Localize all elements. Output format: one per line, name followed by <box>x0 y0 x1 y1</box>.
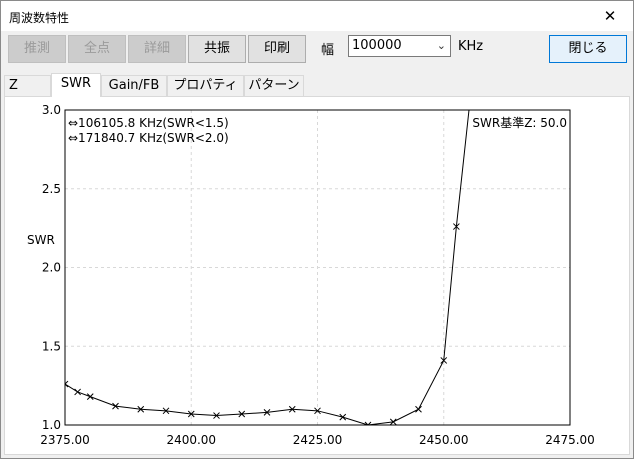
reference-impedance-note: SWR基準Z: 50.0 <box>472 115 567 130</box>
estimate-button[interactable]: 推測 <box>8 35 66 63</box>
data-point-marker <box>389 418 397 425</box>
data-point-marker <box>415 405 422 413</box>
y-tick-label: 1.5 <box>42 339 61 353</box>
data-point-marker <box>86 393 94 401</box>
x-tick-label: 2475.00 <box>545 433 595 447</box>
tab-properties[interactable]: プロパティ <box>167 75 244 96</box>
width-label: 幅 <box>321 43 335 58</box>
data-point-marker <box>187 410 195 418</box>
detail-button[interactable]: 詳細 <box>128 35 186 63</box>
data-point-marker <box>440 357 448 364</box>
swr-plot-panel: 2375.00 2400.00 2425.00 2450.00 2475.00 1.0 1.… <box>4 96 630 455</box>
swr-chart: 2375.00 2400.00 2425.00 2450.00 2475.00 1.0 1.… <box>27 103 595 447</box>
data-point-marker <box>314 407 321 415</box>
data-point-marker <box>453 223 460 230</box>
data-point-marker <box>162 407 170 415</box>
y-tick-label: 3.0 <box>42 103 61 117</box>
toolbar: 推測 全点 詳細 共振 印刷 <box>1 31 633 69</box>
data-point-marker <box>339 413 347 421</box>
close-icon[interactable]: ✕ <box>603 7 617 25</box>
x-tick-label: 2375.00 <box>40 433 90 447</box>
data-point-marker <box>65 380 69 388</box>
close-button[interactable]: 閉じる <box>549 35 627 63</box>
y-axis-label: SWR <box>27 233 55 247</box>
data-point-marker <box>112 402 119 410</box>
title-bar: 周波数特性 ✕ <box>1 1 633 31</box>
data-point-marker <box>74 388 81 396</box>
window-title: 周波数特性 <box>9 11 70 25</box>
x-tick-label: 2400.00 <box>166 433 216 447</box>
data-point-marker <box>364 421 372 425</box>
data-point-marker <box>137 405 145 413</box>
tab-z[interactable]: Z <box>4 75 51 96</box>
plot-frame <box>64 109 571 426</box>
data-point-marker <box>263 409 271 416</box>
data-point-marker <box>288 405 296 413</box>
tab-swr[interactable]: SWR <box>51 73 101 97</box>
x-tick-label: 2450.00 <box>419 433 469 447</box>
tab-pattern[interactable]: パターン <box>244 75 304 96</box>
chevron-down-icon: ⌄ <box>436 39 446 52</box>
y-tick-label: 2.5 <box>42 182 61 196</box>
bandwidth-annotation: ⇔106105.8 KHz(SWR<1.5) <box>68 116 229 130</box>
width-value: 100000 <box>352 38 402 53</box>
data-point-marker <box>238 410 246 418</box>
bandwidth-annotation: ⇔171840.7 KHz(SWR<2.0) <box>68 131 229 145</box>
resonance-button[interactable]: 共振 <box>188 35 246 63</box>
y-tick-label: 2.0 <box>42 261 61 275</box>
print-button[interactable]: 印刷 <box>248 35 306 63</box>
x-tick-label: 2425.00 <box>293 433 343 447</box>
y-tick-label: 1.0 <box>42 418 61 432</box>
all-points-button[interactable]: 全点 <box>68 35 126 63</box>
width-select[interactable]: 100000 ⌄ <box>348 35 451 57</box>
data-point-marker <box>213 412 220 419</box>
width-unit: KHz <box>458 39 484 54</box>
tab-gain-fb[interactable]: Gain/FB <box>101 75 167 96</box>
